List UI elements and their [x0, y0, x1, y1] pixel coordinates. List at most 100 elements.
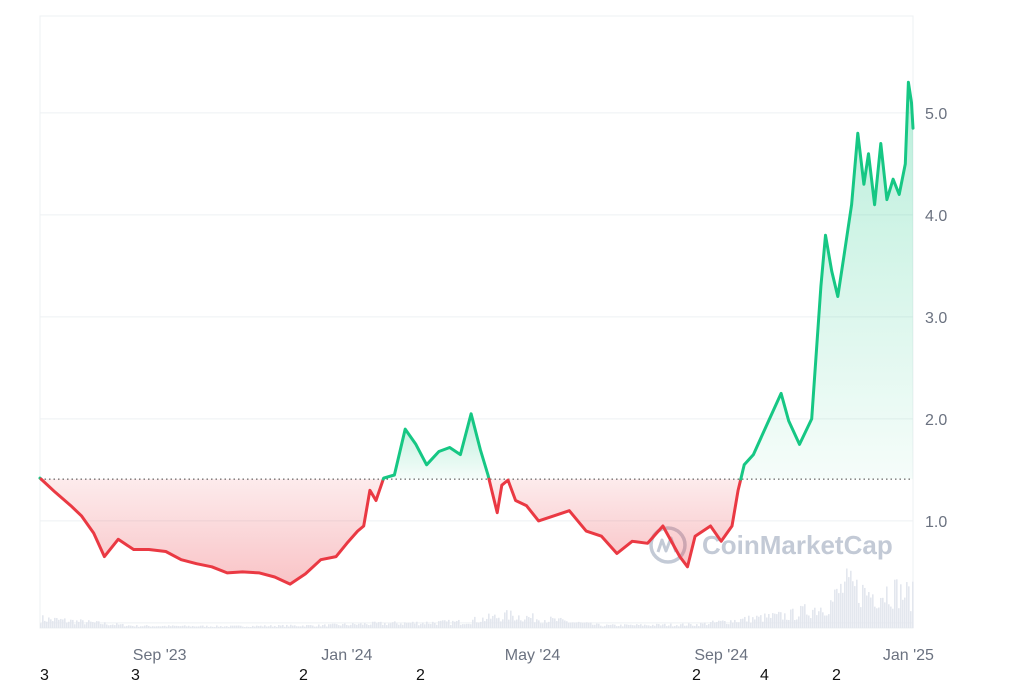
volume-bar [436, 624, 438, 628]
volume-bar [802, 606, 804, 628]
volume-bar [216, 625, 218, 628]
volume-bar [872, 594, 874, 628]
volume-bar [854, 586, 856, 628]
volume-bar [196, 626, 198, 628]
volume-bar [886, 586, 888, 628]
volume-bar [464, 624, 466, 628]
volume-bar [624, 624, 626, 628]
volume-bar [832, 601, 834, 628]
volume-bar [562, 619, 564, 628]
volume-bar [376, 623, 378, 628]
volume-bar [184, 625, 186, 628]
area-below-baseline [489, 479, 741, 567]
volume-bar [230, 625, 232, 628]
volume-bar [320, 626, 322, 628]
volume-bar [104, 622, 106, 628]
volume-bar [502, 619, 504, 628]
volume-bar [136, 625, 138, 628]
volume-bar [846, 568, 848, 628]
volume-bar [278, 625, 280, 628]
volume-bar [360, 623, 362, 628]
x-tick-label: Sep '23 [133, 647, 187, 664]
volume-bar [848, 577, 850, 628]
volume-bar [286, 624, 288, 628]
volume-bar [90, 621, 92, 628]
volume-bar [550, 616, 552, 628]
volume-bar [750, 622, 752, 628]
bottom-labels: 3 3 2 2 2 4 2 [40, 667, 841, 683]
volume-bar [692, 625, 694, 628]
volume-bar [840, 583, 842, 628]
volume-bar [704, 622, 706, 628]
volume-bar [68, 621, 70, 628]
volume-bar [318, 624, 320, 628]
volume-bar [792, 608, 794, 628]
volume-bar [736, 622, 738, 628]
x-tick-label: Jan '24 [321, 647, 372, 664]
volume-bar [526, 615, 528, 628]
volume-bar [874, 606, 876, 628]
volume-bar [838, 593, 840, 628]
volume-bar [208, 626, 210, 628]
volume-bar [744, 616, 746, 628]
volume-bar [742, 618, 744, 628]
volume-bar [110, 624, 112, 628]
volume-bar [194, 626, 196, 628]
volume-bar [166, 626, 168, 628]
volume-bar [182, 625, 184, 628]
volume-bar [332, 623, 334, 628]
volume-bar [204, 626, 206, 628]
volume-bar [268, 626, 270, 628]
volume-bar [338, 625, 340, 628]
volume-bar [868, 592, 870, 628]
volume-bar [214, 626, 216, 628]
volume-bar [884, 602, 886, 628]
volume-bar [202, 625, 204, 628]
volume-bar [644, 624, 646, 628]
volume-bar [828, 614, 830, 628]
volume-bar [902, 599, 904, 628]
volume-bar [402, 624, 404, 628]
volume-bar [130, 625, 132, 628]
volume-bar [174, 625, 176, 628]
volume-bar [514, 620, 516, 628]
volume-bar [76, 620, 78, 628]
volume-bar [212, 626, 214, 628]
volume-bar [494, 614, 496, 628]
volume-bar [620, 624, 622, 628]
volume-bar [370, 624, 372, 628]
volume-bar [328, 624, 330, 628]
volume-bar [390, 623, 392, 628]
volume-bar [220, 626, 222, 628]
volume-bar [398, 624, 400, 628]
bottom-label: 2 [832, 667, 841, 683]
volume-bar [312, 625, 314, 628]
volume-bar [288, 626, 290, 628]
volume-bar [290, 624, 292, 628]
volume-bar [760, 615, 762, 628]
volume-bar [810, 618, 812, 628]
volume-bar [642, 625, 644, 628]
volume-bar [540, 623, 542, 628]
volume-bar [100, 623, 102, 628]
volume-bar [724, 621, 726, 628]
volume-bar [210, 626, 212, 628]
volume-bar [696, 624, 698, 628]
volume-bar [856, 579, 858, 628]
volume-bar [584, 622, 586, 628]
volume-bar [374, 621, 376, 628]
volume-bar [452, 620, 454, 628]
volume-bar [364, 623, 366, 628]
volume-bar [40, 623, 42, 628]
price-area [40, 82, 913, 585]
volume-bar [606, 624, 608, 628]
volume-bar [484, 621, 486, 628]
volume-bar [890, 606, 892, 628]
volume-bar [870, 597, 872, 628]
volume-bar [662, 624, 664, 628]
volume-bar [140, 626, 142, 628]
volume-bar [496, 618, 498, 628]
volume-bar [794, 620, 796, 628]
volume-bar [590, 622, 592, 628]
